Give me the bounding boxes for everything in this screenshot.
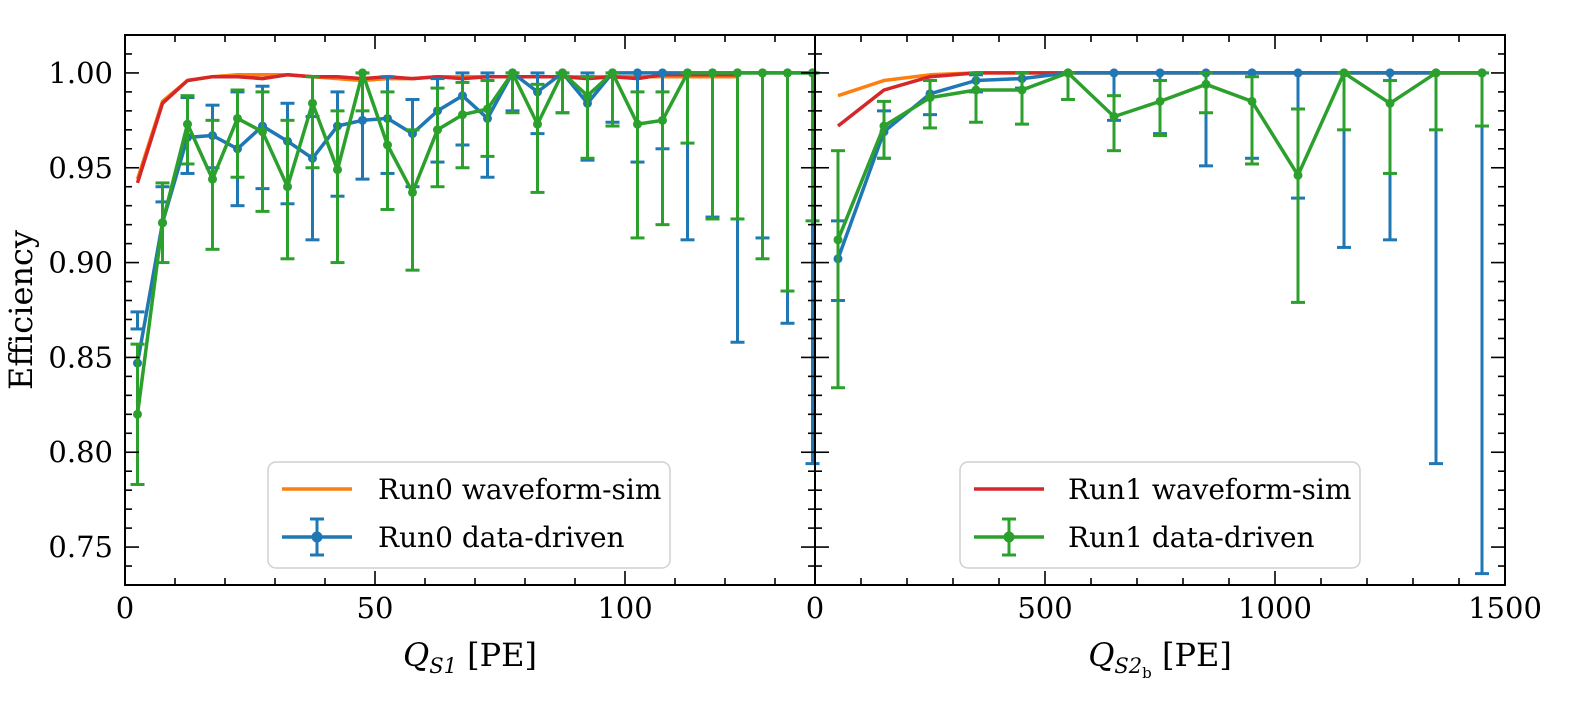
right-x-axis-unit: [PE] bbox=[1162, 636, 1232, 674]
right-x-axis-label: QS2b [PE] bbox=[1088, 636, 1232, 682]
data-point bbox=[308, 98, 317, 108]
data-point bbox=[358, 68, 367, 78]
left-legend-label-run0-sim: Run0 waveform-sim bbox=[378, 473, 661, 506]
data-point bbox=[383, 140, 392, 150]
data-point bbox=[608, 68, 617, 78]
left-legend: Run0 waveform-sim Run0 data-driven bbox=[267, 461, 671, 569]
data-point bbox=[1247, 96, 1257, 106]
data-point bbox=[683, 68, 692, 78]
data-point bbox=[1339, 68, 1349, 78]
data-point bbox=[1431, 68, 1441, 78]
right-legend-label-run1-sim: Run1 waveform-sim bbox=[1068, 473, 1351, 506]
data-point bbox=[633, 68, 642, 78]
left-x-axis-sub: S1 bbox=[429, 654, 457, 678]
data-point bbox=[1385, 98, 1395, 108]
y-tick-label: 0.95 bbox=[48, 151, 113, 185]
data-point bbox=[658, 115, 667, 125]
data-point bbox=[158, 218, 167, 228]
right-tick-layer: 0 500 1000 1500 bbox=[806, 35, 1542, 625]
data-point bbox=[1385, 68, 1395, 78]
data-point bbox=[733, 68, 742, 78]
x-tick-label: 0 bbox=[116, 591, 134, 625]
data-point bbox=[708, 68, 717, 78]
data-point bbox=[233, 113, 242, 123]
x-tick-label: 1000 bbox=[1238, 591, 1312, 625]
data-point bbox=[879, 121, 889, 131]
data-point bbox=[783, 68, 792, 78]
data-point bbox=[283, 182, 292, 192]
left-series-layer bbox=[130, 68, 820, 486]
data-point bbox=[1293, 68, 1303, 78]
data-point bbox=[1293, 170, 1303, 180]
data-point bbox=[1063, 68, 1073, 78]
y-tick-label: 0.85 bbox=[48, 340, 113, 374]
panel-left-qs1: 0.75 0.80 0.85 0.90 0.95 1.00 0 50 100 Run0 wave… bbox=[48, 34, 820, 625]
panel-right-qs2b: 0 500 1000 1500 Run1 waveform-sim Run1 data… bbox=[806, 34, 1542, 625]
data-point bbox=[183, 119, 192, 129]
data-point bbox=[508, 68, 517, 78]
x-tick-label: 500 bbox=[1017, 591, 1072, 625]
left-legend-box bbox=[267, 461, 671, 569]
data-point bbox=[971, 85, 981, 95]
left-tick-layer: 0.75 0.80 0.85 0.90 0.95 1.00 0 50 100 bbox=[48, 35, 815, 625]
data-point bbox=[533, 119, 542, 129]
x-tick-label: 0 bbox=[806, 591, 824, 625]
left-legend-marker-run0-data bbox=[282, 517, 352, 557]
series-line bbox=[135, 71, 813, 415]
data-point bbox=[208, 174, 217, 184]
data-point bbox=[633, 119, 642, 129]
right-legend: Run1 waveform-sim Run1 data-driven bbox=[959, 461, 1361, 569]
data-point bbox=[1109, 68, 1119, 78]
right-legend-box bbox=[959, 461, 1361, 569]
x-tick-label: 1500 bbox=[1468, 591, 1542, 625]
data-point bbox=[358, 115, 367, 125]
data-point bbox=[925, 93, 935, 103]
data-point bbox=[258, 127, 267, 137]
data-point bbox=[483, 104, 492, 114]
left-x-axis-unit: [PE] bbox=[467, 636, 537, 674]
right-x-axis-subsub: b bbox=[1142, 664, 1152, 682]
data-point bbox=[1201, 79, 1211, 89]
right-axes-frame bbox=[814, 34, 1506, 586]
data-point bbox=[1477, 68, 1487, 78]
y-axis-label: Efficiency bbox=[2, 230, 40, 390]
data-point bbox=[658, 68, 667, 78]
data-point bbox=[458, 110, 467, 120]
y-tick-label: 0.80 bbox=[48, 435, 113, 469]
x-tick-label: 100 bbox=[597, 591, 652, 625]
y-tick-label: 1.00 bbox=[48, 56, 113, 90]
data-point bbox=[333, 165, 342, 175]
left-x-axis-var: Q bbox=[403, 636, 429, 674]
data-point bbox=[1155, 96, 1165, 106]
data-point bbox=[133, 409, 142, 419]
right-series-run1-data-driven bbox=[831, 68, 1489, 390]
data-point bbox=[583, 91, 592, 101]
data-point bbox=[1017, 85, 1027, 95]
right-x-axis-var: Q bbox=[1088, 636, 1114, 674]
y-tick-label: 0.75 bbox=[48, 530, 113, 564]
data-point bbox=[1155, 68, 1165, 78]
data-point bbox=[433, 125, 442, 135]
data-point bbox=[408, 187, 417, 197]
right-series-layer bbox=[831, 68, 1489, 576]
data-point bbox=[758, 68, 767, 78]
left-legend-label-run0-data: Run0 data-driven bbox=[378, 521, 625, 554]
data-point bbox=[558, 68, 567, 78]
left-series-run1-data-driven bbox=[130, 68, 820, 486]
left-x-axis-label: QS1 [PE] bbox=[403, 636, 537, 678]
x-tick-label: 50 bbox=[357, 591, 394, 625]
data-point bbox=[1109, 112, 1119, 122]
data-point bbox=[1247, 68, 1257, 78]
right-legend-marker-run1-data bbox=[974, 517, 1044, 557]
data-point bbox=[833, 235, 843, 245]
y-tick-label: 0.90 bbox=[48, 246, 113, 280]
right-x-axis-sub: S2 bbox=[1114, 654, 1142, 678]
right-legend-label-run1-data: Run1 data-driven bbox=[1068, 521, 1315, 554]
